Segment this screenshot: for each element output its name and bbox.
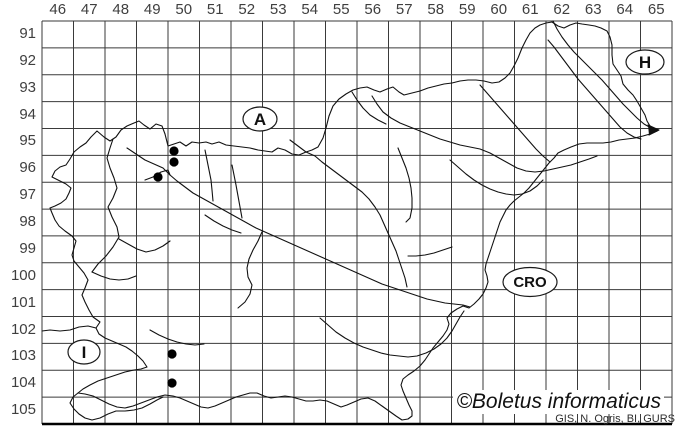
- row-label-96: 96: [19, 159, 36, 177]
- column-label-53: 53: [269, 1, 287, 18]
- river-line: [91, 138, 120, 273]
- river-line: [149, 329, 205, 346]
- row-label-93: 93: [19, 78, 36, 96]
- watermark-text: ©Boletus informaticus: [453, 390, 664, 414]
- occurrence-dot-10450: [167, 378, 177, 388]
- row-label-101: 101: [10, 293, 36, 311]
- river-line: [289, 139, 408, 288]
- river-line: [397, 147, 413, 223]
- river-line: [547, 39, 642, 140]
- country-oval-italy: [67, 339, 101, 365]
- river-line: [449, 159, 544, 196]
- map-outlines: [41, 20, 660, 421]
- istria-coastline: [69, 392, 164, 421]
- west-coastline: [41, 325, 97, 332]
- river-line: [118, 238, 171, 253]
- row-label-102: 102: [10, 320, 36, 338]
- country-letter-croatia: CRO: [513, 274, 547, 291]
- column-label-57: 57: [395, 1, 413, 18]
- column-label-63: 63: [584, 1, 602, 18]
- column-label-64: 64: [616, 1, 634, 18]
- row-label-104: 104: [10, 374, 36, 392]
- column-label-65: 65: [647, 1, 665, 18]
- row-label-105: 105: [10, 401, 36, 419]
- country-oval-hungary: [625, 49, 665, 75]
- river-line: [319, 310, 465, 358]
- row-label-97: 97: [19, 186, 36, 204]
- country-letter-italy: I: [82, 343, 87, 362]
- column-label-48: 48: [112, 1, 130, 18]
- country-label-croatia: CRO: [502, 266, 558, 298]
- row-label-95: 95: [19, 132, 36, 150]
- row-label-94: 94: [19, 105, 36, 123]
- river-line: [479, 84, 551, 163]
- column-label-58: 58: [427, 1, 445, 18]
- river-line: [552, 20, 658, 132]
- river-line: [204, 214, 242, 234]
- country-oval-croatia: [502, 266, 558, 298]
- column-label-61: 61: [521, 1, 539, 18]
- river-line: [237, 231, 263, 309]
- country-oval-austria: [242, 106, 278, 132]
- column-label-47: 47: [80, 1, 98, 18]
- river-line: [351, 91, 387, 125]
- occurrence-dot-10350: [167, 349, 177, 359]
- column-label-50: 50: [175, 1, 193, 18]
- column-label-59: 59: [458, 1, 476, 18]
- occurrence-dot-9649: [153, 172, 163, 182]
- column-label-60: 60: [490, 1, 508, 18]
- country-label-italy: I: [67, 339, 101, 365]
- river-line: [371, 95, 598, 173]
- river-line: [126, 147, 471, 308]
- credits-text: GIS, N. Ogris, BI, GURS: [555, 413, 675, 425]
- column-label-56: 56: [364, 1, 382, 18]
- river-line: [204, 149, 214, 202]
- country-label-austria: A: [242, 106, 278, 132]
- row-label-103: 103: [10, 347, 36, 365]
- occurrence-dot-9650: [169, 157, 179, 167]
- row-label-91: 91: [19, 25, 36, 42]
- river-line: [407, 246, 453, 257]
- occurrence-dots: [153, 146, 179, 388]
- country-letter-hungary: H: [639, 53, 651, 72]
- row-label-100: 100: [10, 266, 36, 284]
- country-letter-austria: A: [254, 110, 266, 129]
- slovenia-border-outline: [49, 21, 658, 421]
- column-label-49: 49: [143, 1, 161, 18]
- column-label-46: 46: [49, 1, 67, 18]
- row-label-92: 92: [19, 51, 36, 69]
- northeast-tip-mark: [647, 124, 660, 136]
- river-line: [144, 169, 171, 181]
- column-label-62: 62: [553, 1, 571, 18]
- row-label-99: 99: [19, 239, 36, 257]
- row-label-98: 98: [19, 213, 36, 231]
- country-label-hungary: H: [625, 49, 665, 75]
- column-label-55: 55: [332, 1, 350, 18]
- column-label-54: 54: [301, 1, 319, 18]
- river-line: [231, 164, 243, 219]
- river-line: [91, 271, 137, 281]
- column-label-51: 51: [206, 1, 224, 18]
- column-label-52: 52: [238, 1, 256, 18]
- grid-lines: [41, 20, 673, 426]
- occurrence-dot-9550: [169, 146, 179, 156]
